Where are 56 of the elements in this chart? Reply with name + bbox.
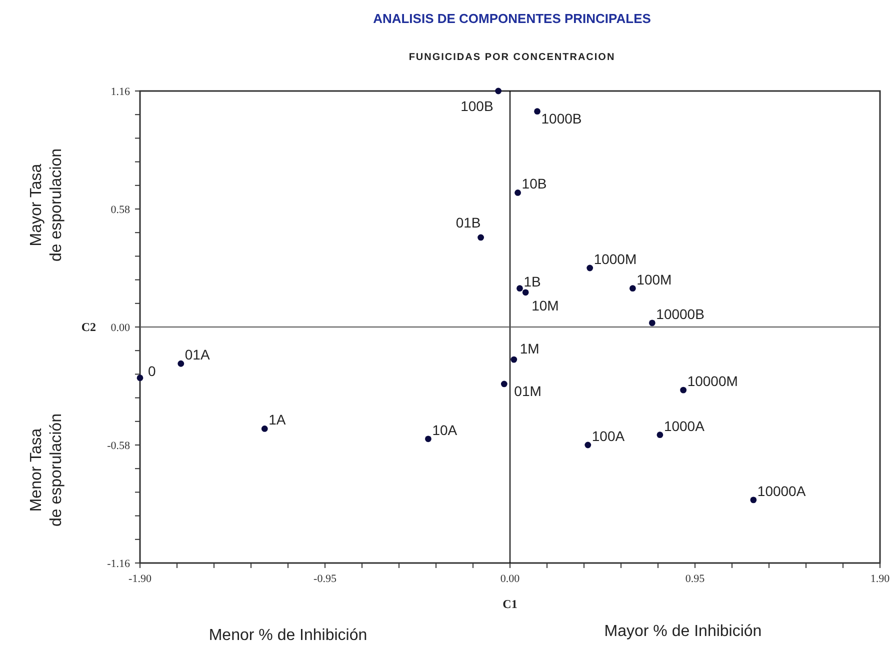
point [680, 386, 687, 394]
point [648, 320, 656, 326]
point [178, 360, 184, 367]
chart-title: ANALISIS DE COMPONENTES PRINCIPALES [373, 11, 652, 26]
text: Mayor Tasa de esporulacion [28, 148, 65, 262]
annotation: 1000B [541, 110, 582, 126]
text: Mayor % de Inhibición [604, 623, 762, 640]
y-tick-label: -1.16 [107, 558, 130, 570]
point [516, 285, 523, 292]
annotation: 10A [432, 422, 458, 438]
point [586, 264, 594, 272]
point [478, 234, 484, 241]
annotation: 1000A [664, 418, 706, 434]
y-axis-title: C2 [81, 320, 96, 334]
point [500, 380, 508, 388]
point [629, 285, 636, 292]
point [534, 108, 540, 115]
annotation: 10M [532, 297, 559, 314]
annotation: 10000A [757, 482, 806, 499]
chart-subtitle: FUNGICIDAS POR CONCENTRACION [408, 52, 616, 63]
x-tick-label: 0.00 [500, 573, 520, 585]
annotation: 01M [514, 382, 542, 399]
x-tick-label: 1.90 [870, 573, 890, 585]
annotation: 1000M [594, 251, 637, 267]
annotation: 100M [636, 271, 672, 288]
point [656, 432, 664, 438]
point [495, 88, 502, 94]
annotation: 1B [524, 273, 541, 290]
point [514, 190, 521, 196]
annotation: 1A [268, 412, 286, 428]
annotation: 10000B [656, 306, 704, 322]
text: Menor % de Inhibición [208, 627, 368, 644]
x-axis-title: C1 [502, 597, 518, 611]
point [750, 496, 757, 504]
y-tick-label: 0.58 [110, 204, 130, 216]
annotation: 100B [460, 98, 494, 114]
point [522, 289, 529, 296]
text: Menor Tasa de esporulación [28, 414, 65, 526]
point [510, 356, 518, 363]
point [261, 426, 268, 432]
y-tick-label: -0.58 [107, 440, 130, 452]
y-tick-label: 1.16 [110, 86, 130, 98]
annotation: 01A [184, 346, 210, 363]
point [584, 442, 592, 448]
annotation: 10000M [687, 373, 738, 390]
x-tick-label: -1.90 [128, 573, 152, 585]
point [136, 374, 144, 382]
point [425, 436, 432, 442]
annotation: 01B [456, 214, 481, 230]
annotation: 1M [520, 340, 540, 357]
annotation: 100A [592, 428, 626, 444]
x-tick-label: -0.95 [314, 573, 337, 585]
y-tick-label: 0.00 [110, 322, 130, 334]
x-tick-label: 0.95 [685, 573, 706, 585]
annotation: 0 [148, 362, 156, 379]
annotation: 10B [522, 176, 547, 192]
